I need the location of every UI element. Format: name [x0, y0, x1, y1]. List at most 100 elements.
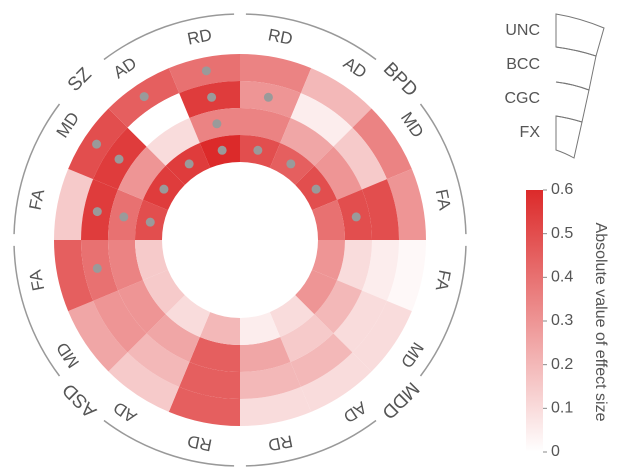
colorbar-title: Absolute value of effect size	[592, 223, 609, 422]
ring-legend-label: CGC	[504, 90, 540, 107]
heat-cell	[314, 280, 362, 334]
heat-cell	[240, 108, 291, 143]
heat-cell	[240, 337, 291, 372]
heat-cell	[314, 146, 362, 200]
heat-cell	[333, 290, 387, 353]
group-arc	[13, 103, 61, 235]
heat-cell	[290, 93, 353, 147]
metric-label: MD	[397, 339, 427, 372]
significance-dot	[311, 184, 321, 194]
metric-label: FA	[26, 187, 49, 212]
significance-dot	[159, 184, 169, 194]
heat-cell	[269, 295, 315, 338]
heat-cell	[333, 127, 387, 190]
heat-cell	[146, 118, 200, 166]
significance-dot	[212, 119, 222, 129]
group-arc	[13, 245, 61, 377]
heat-cell	[118, 146, 166, 200]
group-arc	[419, 103, 467, 235]
heat-cell	[312, 199, 345, 240]
metric-label: RD	[186, 25, 214, 48]
heat-cell	[300, 68, 372, 128]
colorbar-tick-label: 0	[551, 443, 560, 460]
heat-cell	[189, 337, 240, 372]
metric-label: MD	[53, 339, 83, 372]
heat-cell	[352, 300, 412, 372]
heat-cell	[280, 118, 334, 166]
significance-dot	[263, 92, 273, 102]
heat-cell	[361, 179, 399, 240]
significance-dot	[92, 207, 102, 217]
heat-cell	[179, 361, 240, 399]
metric-label: AD	[340, 53, 370, 82]
heat-cell	[165, 295, 211, 338]
heat-cell	[68, 300, 128, 372]
heat-cell	[127, 93, 190, 147]
metric-label: MD	[397, 109, 427, 142]
heat-cell	[240, 361, 301, 399]
significance-dot	[92, 139, 102, 149]
significance-dot	[139, 92, 149, 102]
significance-dot	[184, 159, 194, 169]
significance-dot	[201, 66, 211, 76]
group-arc	[245, 419, 377, 467]
heat-cell	[118, 280, 166, 334]
colorbar-tick-label: 0.2	[551, 356, 573, 373]
heat-cell	[108, 352, 180, 412]
metric-label: RD	[186, 431, 214, 454]
metric-label: FA	[432, 188, 455, 213]
metric-label: FA	[25, 268, 48, 293]
heat-cell	[386, 168, 426, 240]
group-label: MDD	[377, 377, 422, 422]
significance-dot	[217, 145, 227, 155]
significance-dot	[207, 92, 217, 102]
heat-cell	[168, 386, 240, 426]
group-label: BPD	[379, 59, 421, 101]
metric-label: AD	[110, 53, 140, 82]
metric-label: RD	[266, 25, 294, 48]
group-arc	[245, 13, 377, 61]
significance-dot	[253, 145, 263, 155]
colorbar-tick-label: 0.4	[551, 269, 573, 286]
metric-label: AD	[110, 398, 140, 427]
significance-dot	[351, 212, 361, 222]
heat-cell	[142, 269, 185, 315]
group-label: ASD	[59, 379, 101, 421]
heat-cell	[240, 312, 281, 345]
ring-legend-label: UNC	[505, 22, 540, 39]
heat-cell	[108, 240, 143, 291]
metric-label: FA	[432, 268, 455, 293]
colorbar-tick-label: 0.1	[551, 400, 573, 417]
heat-cell	[300, 352, 372, 412]
heat-cell	[352, 108, 412, 180]
metric-label: RD	[266, 431, 294, 454]
metric-label: AD	[340, 398, 370, 427]
group-arc	[419, 245, 467, 377]
heat-cell	[93, 290, 147, 353]
heat-cell	[386, 240, 426, 312]
heat-cell	[146, 314, 200, 362]
colorbar	[526, 190, 543, 452]
heat-cell	[280, 314, 334, 362]
heat-cell	[290, 333, 353, 387]
heat-cell	[361, 240, 399, 301]
heat-cell	[54, 168, 94, 240]
group-label: SZ	[64, 64, 96, 96]
significance-dot	[286, 159, 296, 169]
ring-legend-label: BCC	[506, 56, 540, 73]
heat-cell	[295, 269, 338, 315]
heat-cell	[240, 386, 312, 426]
heat-cell	[337, 240, 372, 291]
heat-cell	[54, 240, 94, 312]
significance-dot	[145, 217, 155, 227]
colorbar-tick-label: 0.5	[551, 225, 573, 242]
heat-cell	[240, 54, 312, 94]
ring-legend-label: FX	[520, 124, 541, 141]
metric-label: MD	[53, 109, 83, 142]
heat-cell	[135, 240, 168, 281]
significance-dot	[114, 154, 124, 164]
heat-cell	[127, 333, 190, 387]
heat-cell	[199, 312, 240, 345]
colorbar-tick-label: 0.3	[551, 312, 573, 329]
